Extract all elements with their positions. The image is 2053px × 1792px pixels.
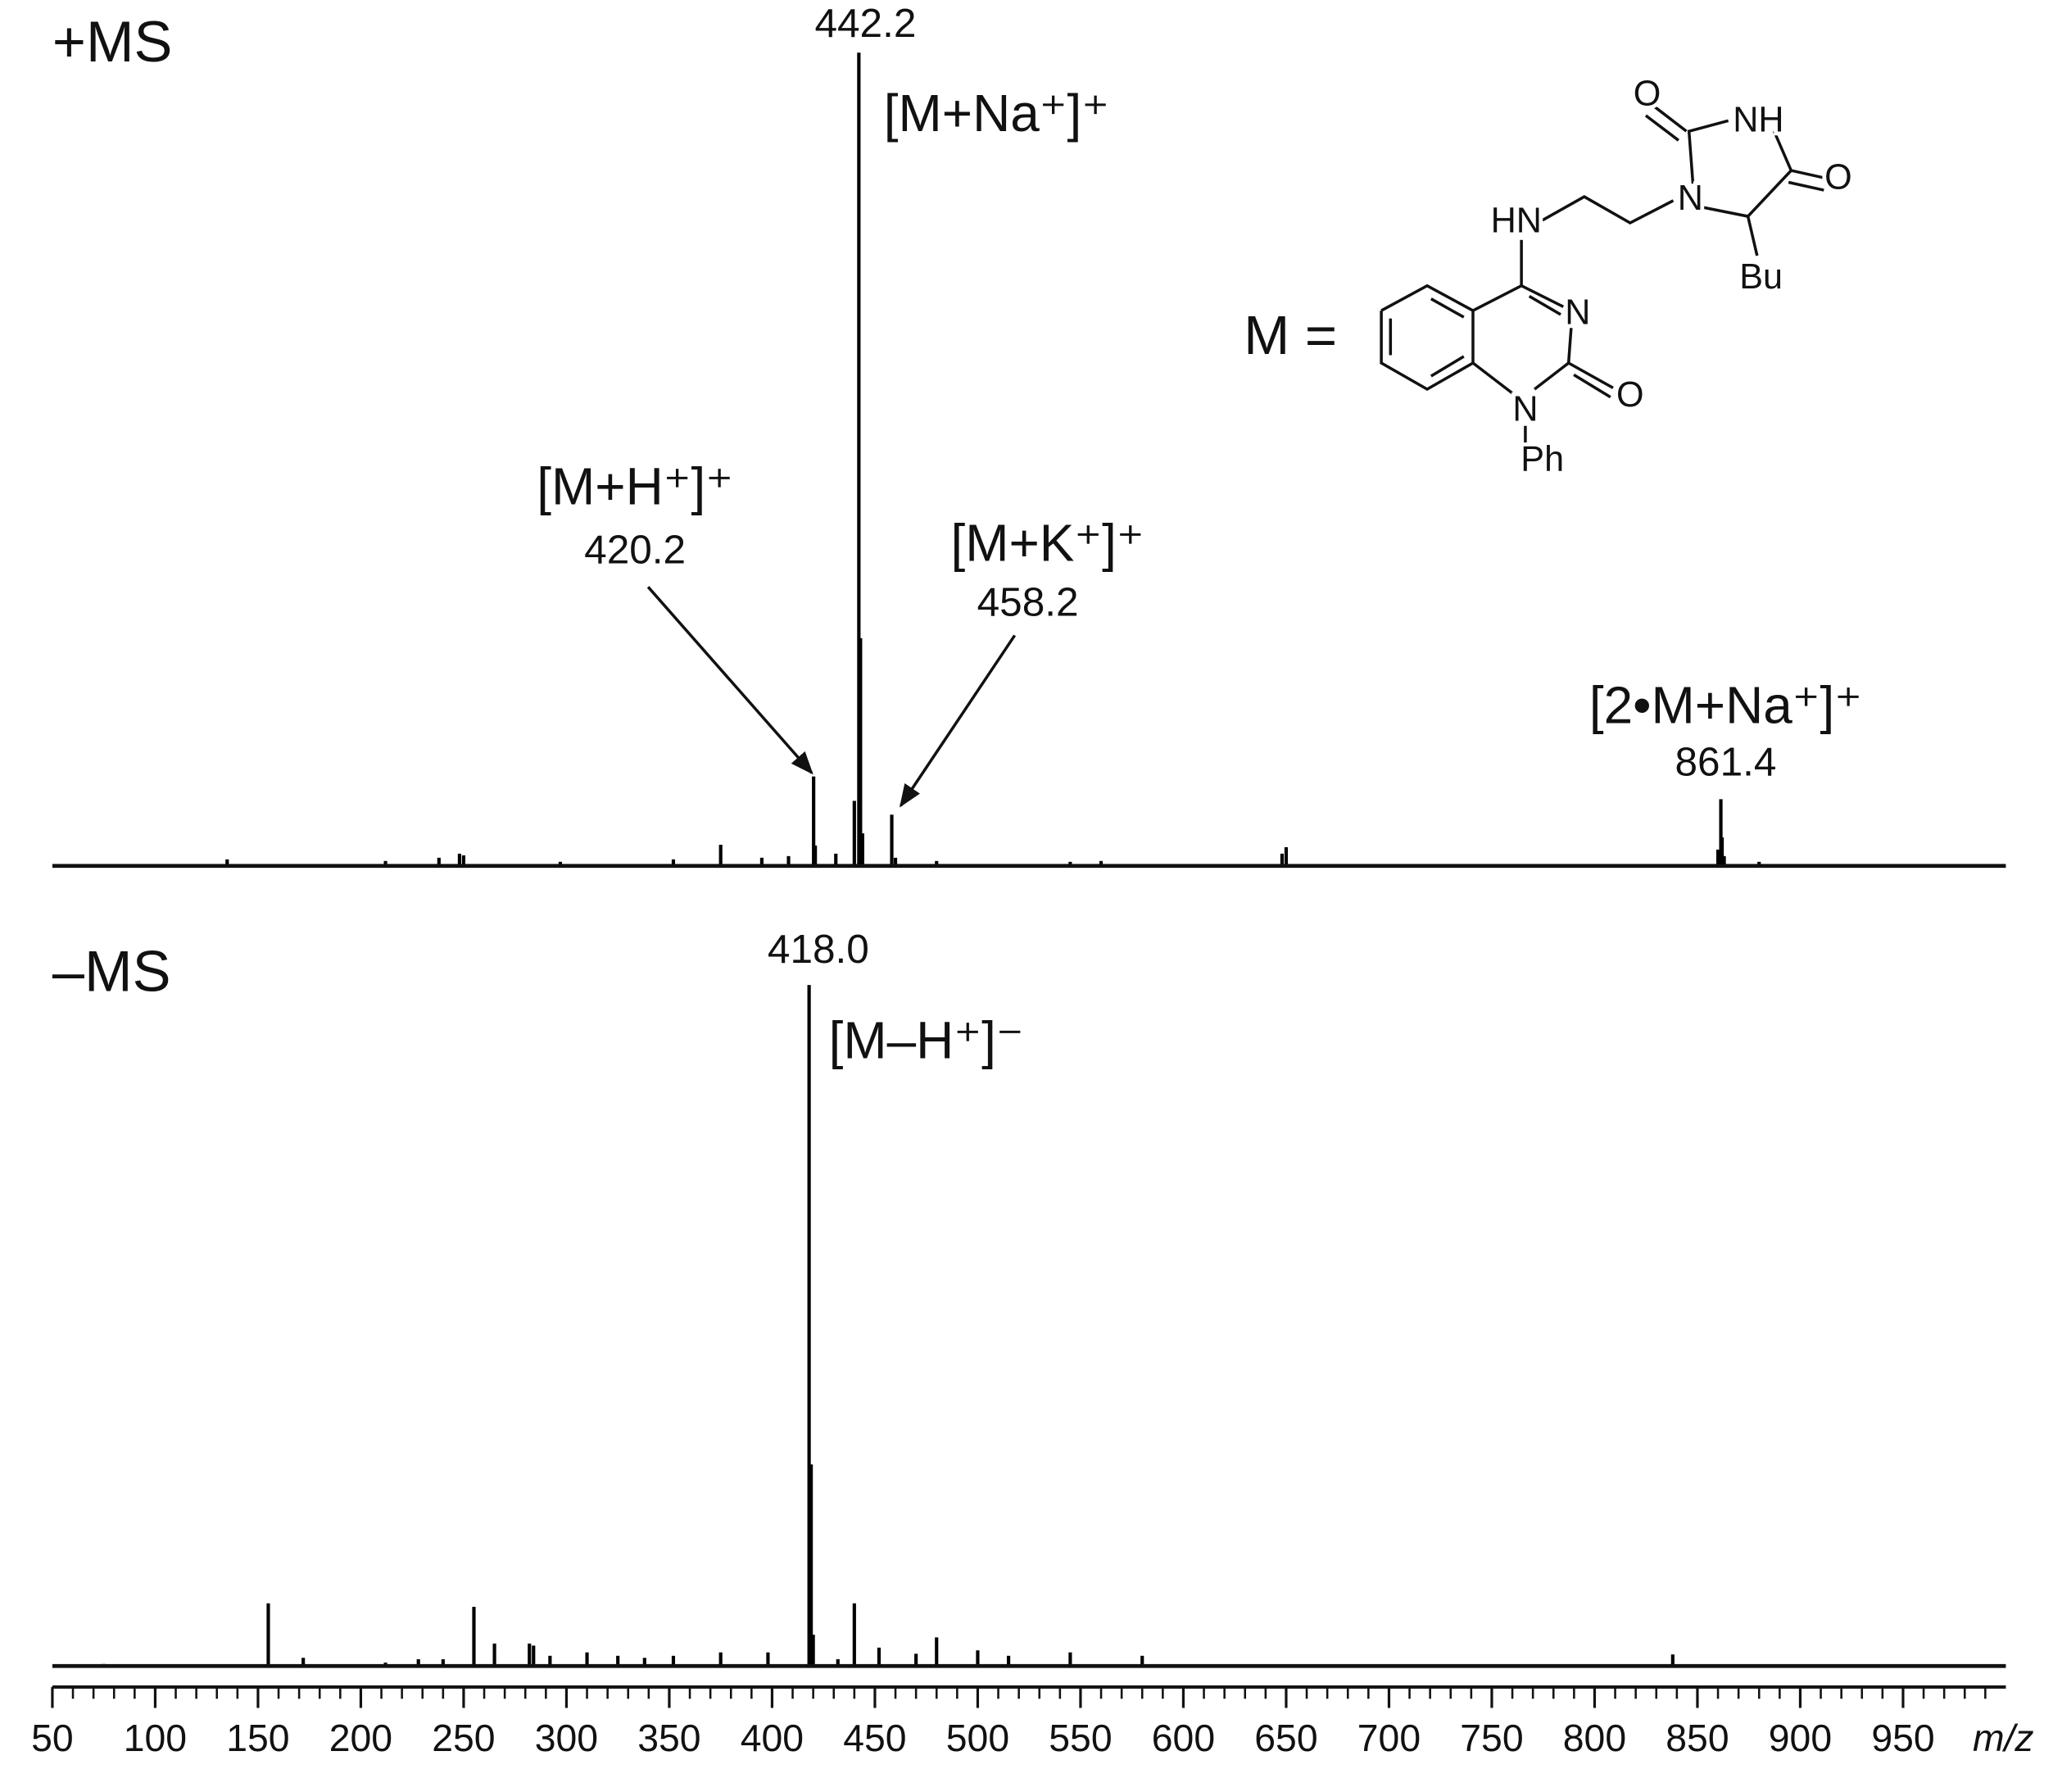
atom-label: Bu — [1739, 257, 1783, 297]
x-tick-label: 350 — [637, 1717, 700, 1759]
panel-title: +MS — [52, 9, 173, 74]
ion-label: [M+Na⁺]⁺ — [884, 84, 1109, 143]
x-tick-label: 600 — [1152, 1717, 1215, 1759]
atom-label: HN — [1491, 201, 1542, 240]
ion-label: [M–H⁺]⁻ — [829, 1011, 1024, 1070]
structure-bonds — [1380, 103, 1827, 446]
ion-label: [M+H⁺]⁺ — [537, 457, 733, 516]
atom-label: NH — [1733, 100, 1783, 139]
mz-label: 458.2 — [977, 579, 1079, 624]
atom-label: O — [1634, 74, 1661, 113]
atom-label: O — [1824, 158, 1852, 197]
mz-label: 861.4 — [1675, 739, 1776, 784]
x-tick-label: 450 — [843, 1717, 906, 1759]
x-tick-label: 550 — [1049, 1717, 1112, 1759]
mz-label: 420.2 — [584, 528, 686, 573]
x-tick-label: 700 — [1357, 1717, 1421, 1759]
ion-label: [M+K⁺]⁺ — [950, 513, 1144, 572]
x-tick-label: 850 — [1666, 1717, 1729, 1759]
x-tick-label: 500 — [946, 1717, 1009, 1759]
x-tick-label: 200 — [329, 1717, 392, 1759]
structure-label: M = — [1244, 305, 1337, 366]
mz-label: 442.2 — [814, 1, 916, 46]
atom-label: N — [1512, 390, 1538, 429]
x-tick-label: 900 — [1769, 1717, 1832, 1759]
x-tick-label: 800 — [1563, 1717, 1626, 1759]
x-tick-label: 650 — [1254, 1717, 1317, 1759]
mz-label: 418.0 — [768, 927, 869, 972]
x-tick-label: 100 — [124, 1717, 187, 1759]
x-tick-label: 750 — [1460, 1717, 1523, 1759]
atom-label: N — [1565, 293, 1590, 332]
x-tick-label: 950 — [1871, 1717, 1934, 1759]
x-tick-label: 300 — [535, 1717, 598, 1759]
x-tick-label: 250 — [432, 1717, 495, 1759]
x-tick-label: 400 — [741, 1717, 804, 1759]
ion-label: [2•M+Na⁺]⁺ — [1589, 676, 1862, 735]
x-tick-label: 50 — [31, 1717, 74, 1759]
atom-label: N — [1678, 179, 1703, 218]
panel-title: –MS — [52, 939, 171, 1004]
x-axis-label: m/z — [1973, 1717, 2034, 1759]
annotation-arrow — [900, 634, 1017, 808]
x-tick-label: 150 — [226, 1717, 289, 1759]
atom-label: Ph — [1520, 439, 1564, 479]
atom-label: O — [1616, 375, 1644, 415]
annotation-arrow — [646, 586, 813, 775]
